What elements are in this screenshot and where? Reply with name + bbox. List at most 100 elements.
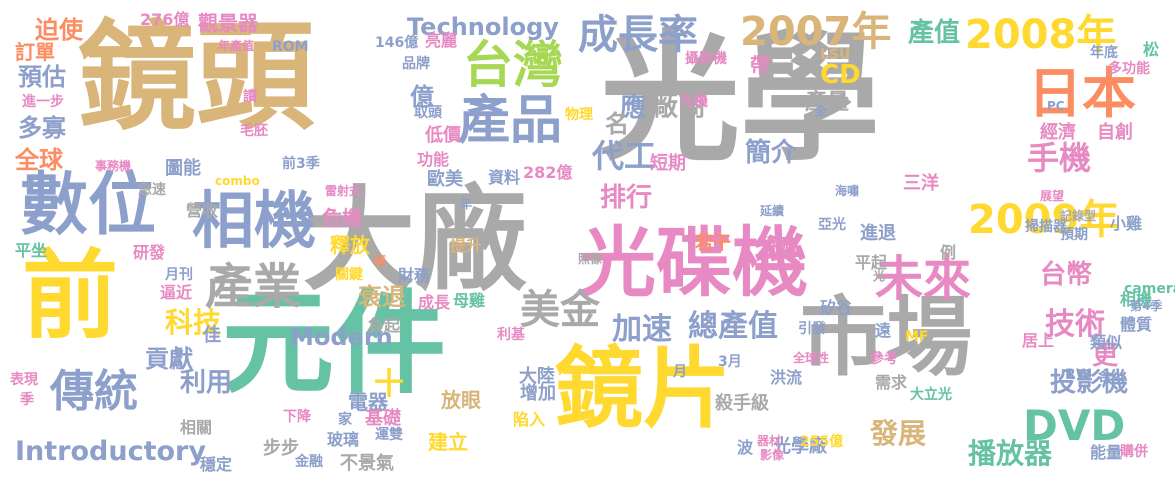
cloud-word: 市場: [800, 288, 972, 388]
cloud-word: 光機: [680, 94, 708, 110]
cloud-word: 下降: [283, 409, 311, 425]
cloud-word: 自創: [1097, 122, 1133, 143]
cloud-word: 不景氣: [340, 453, 394, 474]
cloud-word: 電器: [348, 390, 388, 414]
cloud-word: 大立光: [910, 387, 952, 403]
cloud-word: 年底: [1090, 45, 1118, 61]
cloud-word: 例: [940, 243, 957, 262]
cloud-word: 展望: [1040, 189, 1065, 203]
cloud-word: 矽谷: [820, 298, 853, 317]
cloud-word: 282億: [523, 163, 573, 182]
cloud-word: 美金: [520, 287, 600, 333]
cloud-word: 波: [737, 438, 754, 457]
cloud-word: 圖能: [165, 158, 201, 179]
cloud-word: 取頭: [414, 105, 442, 121]
cloud-word: 家: [338, 412, 352, 428]
cloud-word: 2008年: [965, 12, 1117, 58]
cloud-word: 亞光: [818, 217, 846, 233]
cloud-word: 255億: [800, 434, 844, 450]
cloud-word: 代工: [592, 137, 657, 175]
cloud-word: 表現: [10, 372, 38, 388]
cloud-word: 平坐: [15, 241, 48, 260]
cloud-word: 投影機: [1050, 368, 1129, 398]
cloud-word: 財務: [398, 266, 431, 285]
cloud-word: combo: [215, 174, 260, 188]
cloud-word: 數位: [20, 166, 157, 245]
cloud-word: 3月: [718, 354, 742, 370]
cloud-word: 購併: [1120, 444, 1148, 460]
cloud-word: 逼近: [160, 283, 193, 302]
cloud-word: 產品: [458, 91, 563, 151]
cloud-word: 引發: [798, 321, 826, 337]
cloud-word: 步步: [263, 438, 299, 459]
cloud-word: 放眼: [441, 388, 481, 412]
cloud-word: Introductory: [15, 436, 206, 467]
cloud-word: 日本: [1028, 62, 1136, 125]
cloud-word: PC: [1047, 99, 1065, 113]
cloud-word: 台灣: [463, 36, 563, 94]
cloud-word: 洪流: [770, 368, 803, 387]
cloud-word: 年產值: [218, 39, 255, 53]
cloud-word: 月: [673, 364, 687, 380]
cloud-word: 全球: [15, 146, 63, 174]
cloud-word: 短期: [650, 153, 686, 174]
cloud-word: 品牌: [402, 56, 430, 72]
cloud-word: 全球性: [793, 351, 830, 365]
cloud-word: 併購: [760, 236, 796, 257]
cloud-word: 相機: [1120, 290, 1153, 309]
cloud-word: 照像: [578, 252, 603, 266]
cloud-word: 總產值: [688, 309, 778, 344]
cloud-word: 第4季: [1130, 299, 1163, 313]
cloud-word: 能量: [1090, 443, 1123, 462]
cloud-word: 利基: [497, 327, 525, 343]
cloud-word: 經濟: [1040, 122, 1076, 143]
cloud-word: 居上: [1022, 331, 1055, 350]
cloud-word: 產業: [205, 259, 302, 315]
cloud-word: 佳: [203, 325, 221, 346]
cloud-word: CD: [820, 60, 861, 90]
cloud-word: 亮麗: [425, 31, 458, 50]
cloud-word: 台幣: [1040, 260, 1093, 290]
cloud-word: 攝影機: [685, 51, 727, 67]
cloud-word: 應: [620, 93, 647, 123]
cloud-word: 延續: [760, 204, 785, 218]
cloud-word: 鏡片: [555, 337, 732, 440]
cloud-word: 預估: [18, 63, 66, 91]
cloud-word: 276億: [140, 10, 190, 29]
cloud-word: 元件: [222, 279, 446, 409]
cloud-word: 平起: [855, 253, 888, 272]
cloud-word: 相關: [180, 418, 213, 437]
cloud-word: 小雞: [1110, 214, 1143, 233]
cloud-word: 衰退: [358, 283, 406, 311]
cloud-word: 增加: [520, 383, 556, 404]
cloud-word: 成長率: [578, 12, 698, 58]
cloud-word: 訂單: [15, 40, 55, 64]
cloud-word: 播放器: [968, 437, 1053, 470]
cloud-word: 急速: [138, 182, 166, 198]
cloud-word: 發展: [870, 417, 927, 450]
cloud-word: 季: [20, 392, 34, 408]
cloud-word: 產量: [805, 90, 850, 115]
cloud-word: 迫使: [35, 16, 83, 44]
cloud-word: 2007年: [740, 9, 892, 55]
cloud-word: 貢獻: [145, 345, 193, 373]
cloud-word: 器材: [757, 434, 782, 448]
cloud-word: Technology: [407, 13, 559, 41]
cloud-word: 科技: [165, 306, 222, 339]
cloud-word: 體質: [1120, 315, 1153, 334]
cloud-word: 基礎: [365, 408, 401, 429]
cloud-word: 類似: [1090, 333, 1123, 352]
cloud-word: 146億: [375, 35, 419, 51]
cloud-word: 釋放: [330, 233, 370, 257]
cloud-word: camera: [1124, 281, 1175, 297]
cloud-word: 帶: [750, 53, 770, 77]
cloud-word: 影像: [760, 448, 785, 462]
cloud-word: 鏡頭: [78, 8, 315, 146]
cloud-word: 金融: [295, 454, 323, 470]
cloud-word: 玻璃: [327, 430, 360, 449]
cloud-word: 光: [873, 269, 886, 283]
cloud-word: 功能: [417, 150, 450, 169]
cloud-word: RW: [1065, 367, 1092, 383]
cloud-word: 名: [605, 110, 629, 138]
